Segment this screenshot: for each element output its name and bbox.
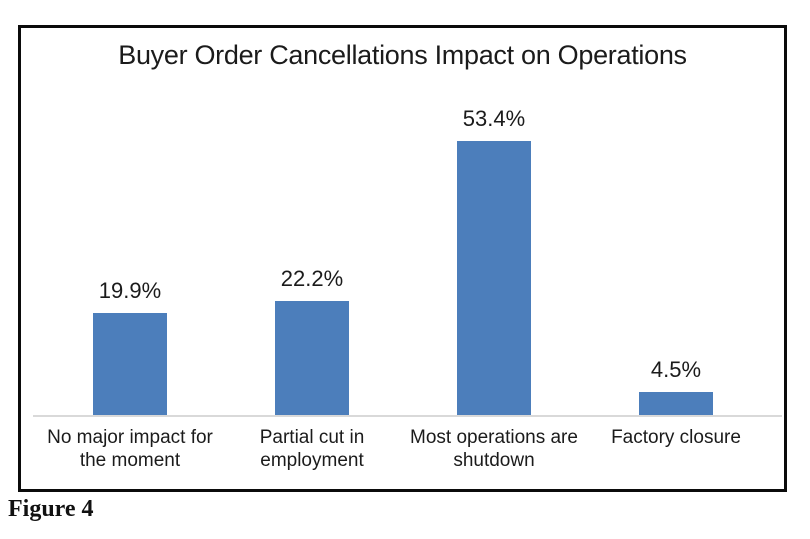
x-axis-line — [33, 415, 782, 417]
category-label: Most operations are shutdown — [410, 427, 578, 472]
bar-value-label: 4.5% — [650, 357, 702, 382]
bar — [275, 301, 349, 415]
bar — [93, 313, 167, 415]
bar-column: 22.2% — [221, 28, 403, 415]
plot-area: 19.9% 22.2% 53.4% 4.5% — [39, 28, 767, 415]
category-label: Partial cut in employment — [259, 427, 365, 472]
bar-column: 4.5% — [585, 28, 767, 415]
figure-caption: Figure 4 — [8, 496, 94, 522]
category-label: Factory closure — [611, 427, 741, 448]
bar-value-label: 22.2% — [280, 266, 344, 291]
chart-frame: Buyer Order Cancellations Impact on Oper… — [18, 25, 787, 492]
chart-title: Buyer Order Cancellations Impact on Oper… — [118, 40, 687, 70]
category-label: No major impact for the moment — [47, 427, 213, 472]
category-labels: No major impact for the moment Partial cu… — [39, 426, 767, 472]
bar-column: 19.9% — [39, 28, 221, 415]
bar — [639, 392, 713, 415]
bar-column: 53.4% — [403, 28, 585, 415]
bar — [457, 141, 531, 415]
bar-value-label: 53.4% — [462, 106, 526, 131]
bar-value-label: 19.9% — [98, 278, 162, 303]
